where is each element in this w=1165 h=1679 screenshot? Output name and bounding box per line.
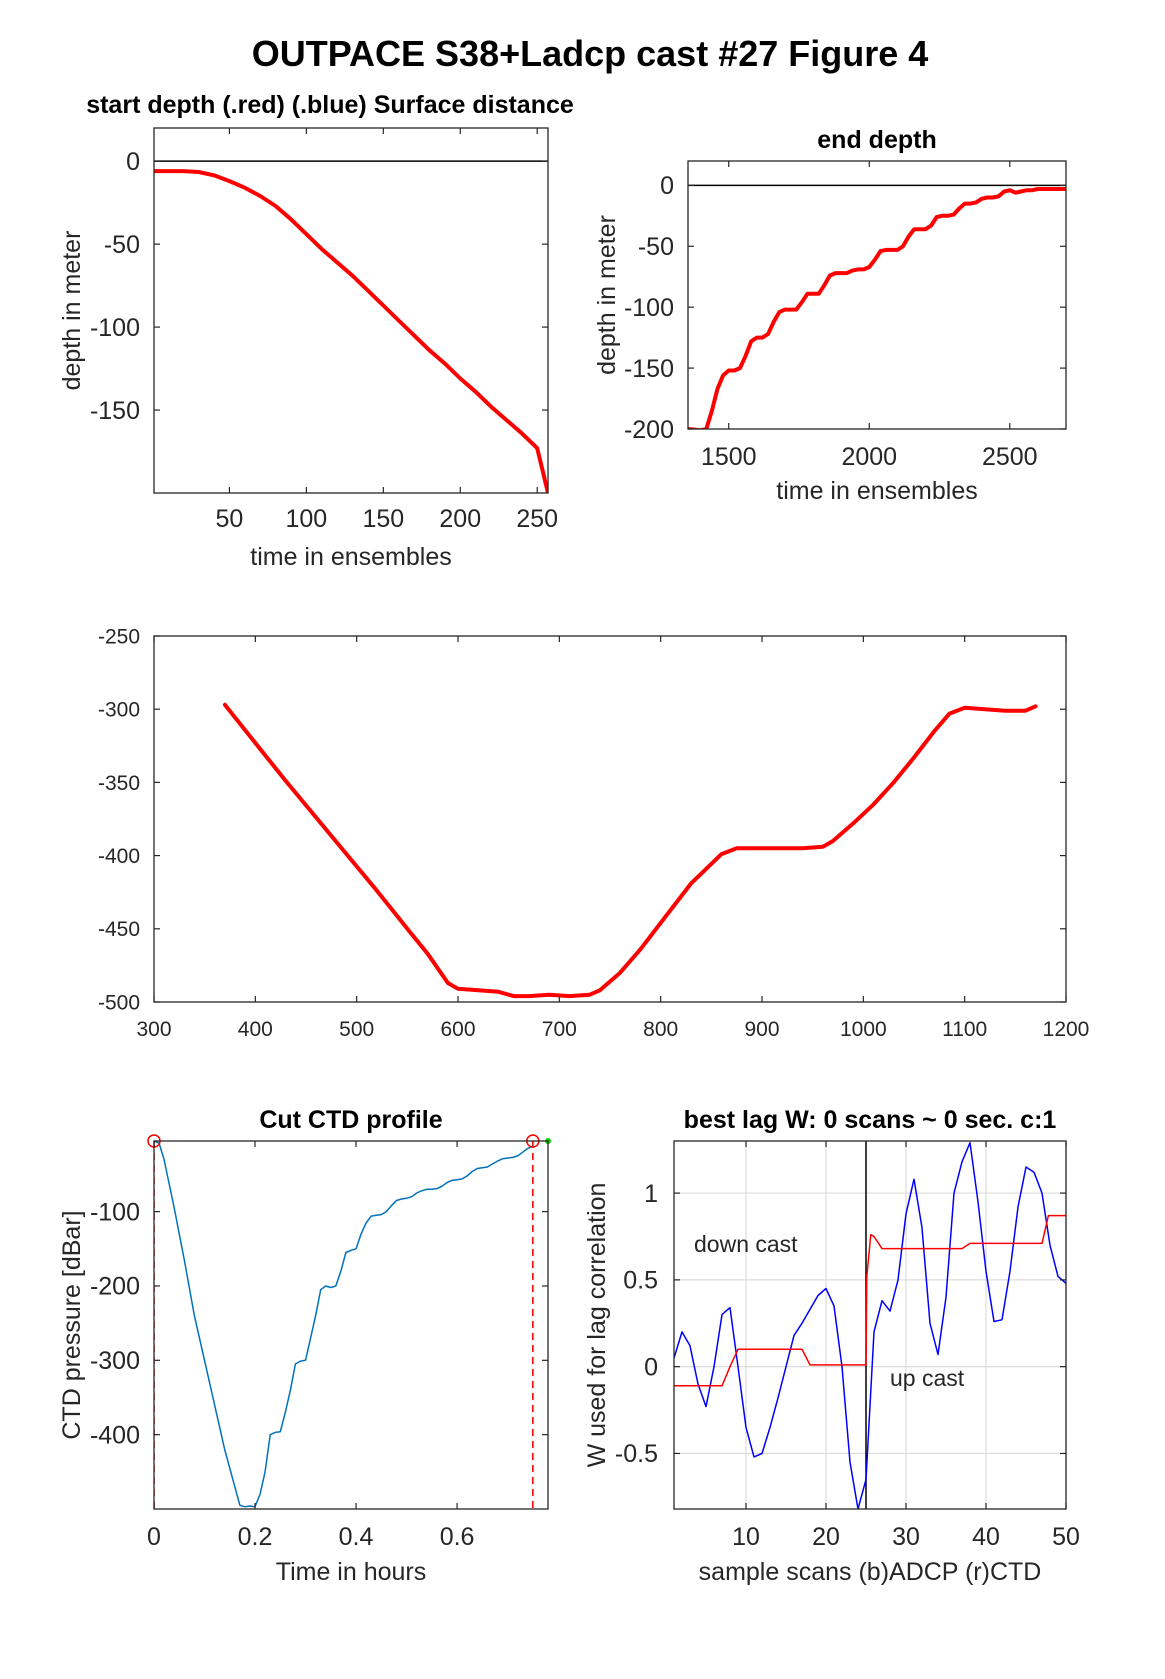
axes-title: end depth	[817, 126, 936, 154]
x-tick-label: 200	[439, 505, 481, 533]
axes-frame	[673, 1140, 1067, 1510]
x-tick-label: 0	[147, 1523, 161, 1551]
y-tick-label: 0	[126, 148, 140, 176]
y-axis-label: depth in meter	[593, 215, 621, 375]
x-tick-label: 2000	[841, 443, 897, 471]
x-tick-label: 2500	[982, 443, 1038, 471]
y-tick-label: -400	[98, 845, 140, 868]
y-axis-label: depth in meter	[58, 231, 86, 391]
x-tick-label: 1000	[840, 1018, 887, 1041]
chart-ctd: 0 0.2 0.4 0.6 -100 -200 -300 -400 Cut CTD profil…	[58, 1106, 551, 1586]
x-tick-label: 0.2	[238, 1523, 273, 1551]
x-axis-label: sample scans (b)ADCP (r)CTD	[699, 1558, 1042, 1586]
x-tick-label: 10	[732, 1523, 760, 1551]
plot-area-start	[154, 160, 548, 493]
x-tick-label: 0.4	[339, 1523, 374, 1551]
axes-title: Cut CTD profile	[259, 1106, 442, 1134]
series-line-0	[154, 1141, 534, 1508]
y-tick-label: -450	[98, 918, 140, 941]
y-tick-label: -100	[90, 314, 140, 342]
y-tick-label: -200	[624, 416, 674, 444]
y-tick-label: -250	[98, 625, 140, 648]
x-tick-label: 40	[972, 1523, 1000, 1551]
y-tick-label: -350	[98, 772, 140, 795]
y-axis-label: CTD pressure [dBar]	[58, 1210, 86, 1439]
chart-middle: 300 400 500 600 700 800 900 1000 1100 1200 -250 -30…	[98, 625, 1089, 1041]
y-tick-label: 0	[644, 1353, 658, 1381]
chart-start: 50 100 150 200 250 0 -50 -100 -150 start depth (.…	[58, 91, 574, 571]
axes-frame	[687, 160, 1067, 430]
series-line-0	[222, 702, 1038, 999]
axes-frame	[153, 635, 1067, 1003]
y-tick-label: 0	[660, 172, 674, 200]
x-tick-label: 150	[362, 505, 404, 533]
axes-title: best lag W: 0 scans ~ 0 sec. c:1	[684, 1106, 1057, 1134]
chart-lag: down cast up cast 10 20 30 40 50 1 0.5 0 -0.5 best …	[583, 1106, 1080, 1586]
y-tick-label: -500	[98, 991, 140, 1014]
plot-area-lag	[674, 1141, 1066, 1509]
x-tick-label: 300	[136, 1018, 171, 1041]
axes-frame	[153, 1140, 549, 1510]
y-tick-label: -300	[98, 699, 140, 722]
y-axis-label: W used for lag correlation	[583, 1183, 611, 1468]
x-tick-label: 1200	[1043, 1018, 1090, 1041]
axes-title: start depth (.red) (.blue) Surface dista…	[86, 91, 574, 119]
y-tick-label: -0.5	[615, 1440, 658, 1468]
x-tick-label: 900	[744, 1018, 779, 1041]
y-tick-label: -100	[624, 294, 674, 322]
plot-area-end	[688, 184, 1066, 429]
y-tick-label: -300	[90, 1347, 140, 1375]
y-tick-label: 0.5	[623, 1267, 658, 1295]
series-line-0	[674, 1141, 1066, 1509]
annotation-label: up cast	[890, 1365, 965, 1391]
x-axis-label: Time in hours	[276, 1558, 427, 1586]
x-tick-label: 0.6	[440, 1523, 475, 1551]
x-tick-label: 20	[812, 1523, 840, 1551]
x-tick-label: 50	[216, 505, 244, 533]
series-line-1	[674, 1214, 1066, 1387]
annotation-label: down cast	[694, 1231, 798, 1257]
x-tick-label: 250	[516, 505, 558, 533]
y-tick-label: 1	[644, 1180, 658, 1208]
plot-area-middle	[222, 702, 1038, 999]
x-tick-label: 50	[1052, 1523, 1080, 1551]
y-tick-label: -100	[90, 1198, 140, 1226]
x-tick-label: 500	[339, 1018, 374, 1041]
x-tick-label: 1500	[701, 443, 757, 471]
y-tick-label: -150	[90, 397, 140, 425]
y-tick-label: -50	[104, 231, 140, 259]
y-tick-label: -50	[638, 233, 674, 261]
x-tick-label: 800	[643, 1018, 678, 1041]
y-tick-label: -400	[90, 1421, 140, 1449]
series-line-0	[688, 187, 1066, 429]
x-tick-label: 400	[238, 1018, 273, 1041]
x-tick-label: 600	[440, 1018, 475, 1041]
axes-frame	[153, 127, 549, 494]
x-tick-label: 700	[542, 1018, 577, 1041]
plot-area-ctd	[154, 1141, 534, 1509]
x-tick-label: 100	[286, 505, 328, 533]
chart-end: 1500 2000 2500 0 -50 -100 -150 -200 end depth tim…	[593, 126, 1067, 505]
series-line-0	[154, 169, 548, 493]
x-tick-label: 30	[892, 1523, 920, 1551]
y-tick-label: -200	[90, 1273, 140, 1301]
figure-title: OUTPACE S38+Ladcp cast #27 Figure 4	[252, 33, 929, 74]
y-tick-label: -150	[624, 355, 674, 383]
x-tick-label: 1100	[942, 1018, 987, 1041]
x-axis-label: time in ensembles	[776, 477, 977, 505]
x-axis-label: time in ensembles	[250, 543, 451, 571]
